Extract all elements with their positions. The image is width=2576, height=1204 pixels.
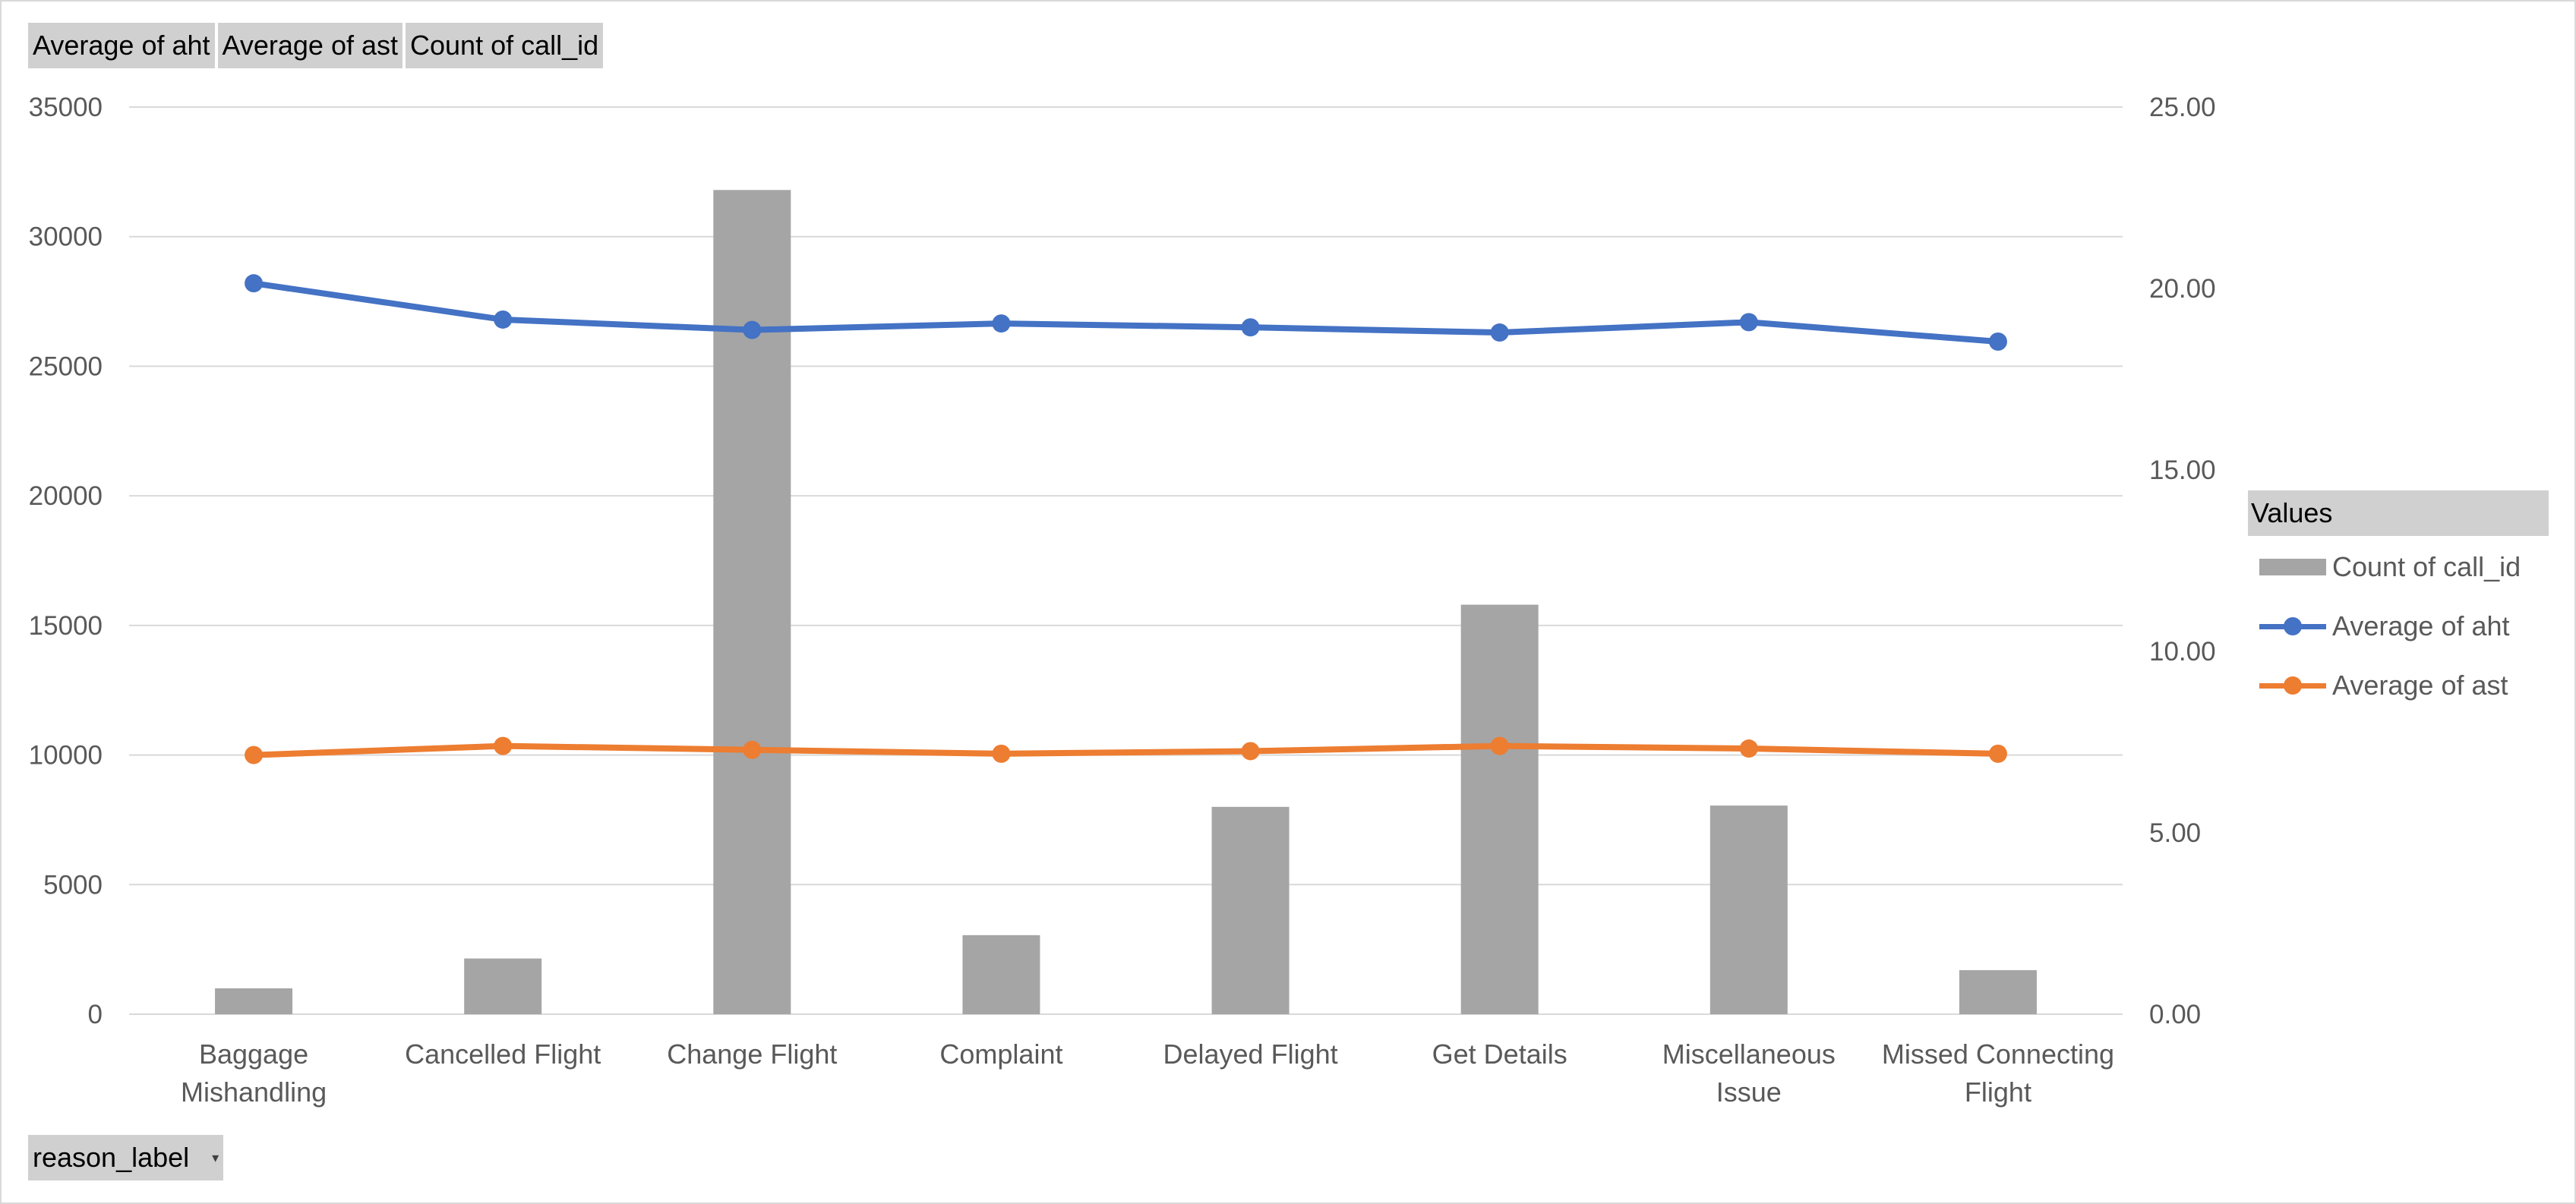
point-aht — [992, 314, 1011, 333]
y2-tick-label: 15.00 — [2149, 455, 2216, 485]
axis-field-button[interactable]: reason_label ▾ — [28, 1135, 224, 1180]
x-category-label: Issue — [1716, 1076, 1782, 1108]
y2-tick-label: 0.00 — [2149, 1000, 2201, 1029]
x-category-label: Get Details — [1432, 1039, 1567, 1070]
point-ast — [992, 744, 1011, 763]
legend-label: Average of ast — [2332, 670, 2508, 701]
point-aht — [1241, 318, 1260, 337]
field-button-ast[interactable]: Average of ast — [217, 23, 403, 68]
bar-count-of-call-id — [1211, 806, 1290, 1014]
y2-tick-label: 20.00 — [2149, 274, 2216, 304]
bar-count-of-call-id — [1460, 604, 1539, 1014]
field-button-aht[interactable]: Average of aht — [28, 23, 215, 68]
x-category-label: Mishandling — [181, 1076, 327, 1108]
y-tick-label: 30000 — [29, 222, 103, 252]
legend-title[interactable]: Values — [2248, 490, 2549, 536]
bar-count-of-call-id — [215, 988, 293, 1014]
point-aht — [743, 320, 762, 339]
point-ast — [245, 745, 264, 764]
y-tick-label: 5000 — [43, 870, 103, 900]
field-button-count[interactable]: Count of call_id — [406, 23, 604, 68]
point-aht — [1739, 313, 1758, 332]
y2-tick-label: 10.00 — [2149, 637, 2216, 667]
x-category-label: Baggage — [199, 1039, 308, 1070]
point-ast — [1988, 744, 2007, 763]
bar-count-of-call-id — [713, 190, 791, 1015]
line-aht — [251, 280, 2001, 345]
y-tick-label: 35000 — [29, 93, 103, 122]
point-ast — [494, 736, 513, 755]
axis-field-label: reason_label — [33, 1142, 190, 1173]
y-tick-label: 25000 — [29, 351, 103, 381]
legend-line-swatch — [2259, 667, 2326, 704]
x-category-label: Flight — [1965, 1076, 2031, 1108]
point-ast — [743, 740, 762, 759]
x-category-label: Missed Connecting — [1882, 1039, 2114, 1070]
point-ast — [1490, 736, 1509, 755]
y-tick-label: 0 — [88, 1000, 103, 1029]
bar-count-of-call-id — [464, 958, 542, 1014]
legend-label: Average of aht — [2332, 610, 2510, 641]
line-ast — [251, 742, 2001, 758]
x-category-label: Complaint — [939, 1039, 1062, 1070]
dropdown-arrow-icon: ▾ — [212, 1150, 219, 1165]
y2-tick-label: 25.00 — [2149, 93, 2216, 122]
x-category-label: Miscellaneous — [1662, 1039, 1836, 1070]
bar-count-of-call-id — [962, 935, 1040, 1014]
point-ast — [1241, 742, 1260, 761]
x-category-label: Cancelled Flight — [405, 1039, 601, 1070]
point-aht — [1988, 332, 2007, 351]
legend-item-ast: Average of ast — [2259, 667, 2508, 704]
y-tick-label: 10000 — [29, 741, 103, 771]
point-aht — [494, 310, 513, 329]
y2-tick-label: 5.00 — [2149, 818, 2201, 848]
point-aht — [1490, 323, 1509, 342]
bar-count-of-call-id — [1959, 969, 2037, 1014]
point-ast — [1739, 739, 1758, 758]
x-category-label: Change Flight — [667, 1039, 837, 1070]
point-aht — [245, 274, 264, 293]
x-category-label: Delayed Flight — [1163, 1039, 1338, 1070]
bar-count-of-call-id — [1709, 805, 1788, 1014]
legend-item-count: Count of call_id — [2259, 548, 2521, 586]
value-field-buttons: Average of aht Average of ast Count of c… — [28, 23, 604, 68]
legend-bar-swatch — [2259, 548, 2326, 586]
legend-line-swatch — [2259, 607, 2326, 645]
y-tick-label: 15000 — [29, 611, 103, 641]
legend-label: Count of call_id — [2332, 551, 2521, 582]
y-tick-label: 20000 — [29, 481, 103, 511]
legend-item-aht: Average of aht — [2259, 607, 2510, 645]
